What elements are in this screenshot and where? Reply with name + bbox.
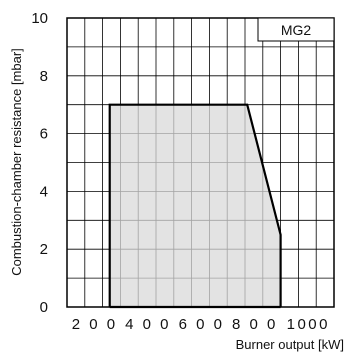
legend-box <box>257 17 335 42</box>
x-tick-label: 8 0 0 <box>232 316 278 333</box>
x-axis-label: Burner output [kW] <box>236 337 344 352</box>
y-tick-label: 8 <box>40 68 48 85</box>
x-tick-label: 1000 <box>287 316 330 333</box>
tick-labels: 2 0 0 4 0 0 6 0 0 8 0 0 1000 0 2 4 6 8 10 <box>31 10 330 333</box>
y-tick-label: 0 <box>40 299 48 316</box>
series-outline-0 <box>108 103 282 307</box>
x-tick-label: 6 0 0 <box>179 316 225 333</box>
y-axis-label: Combustion-chamber resistance [mbar] <box>9 48 24 276</box>
series-layer <box>108 103 282 309</box>
y-tick-label: 10 <box>31 10 48 27</box>
y-tick-label: 6 <box>40 126 48 143</box>
series-area-0 <box>109 104 281 307</box>
y-tick-label: 2 <box>40 241 48 258</box>
x-tick-label: 2 0 0 <box>72 316 118 333</box>
plot-frame <box>66 17 335 308</box>
legend-label: MG2 <box>281 22 312 38</box>
y-tick-label: 4 <box>40 183 48 200</box>
x-tick-label: 4 0 0 <box>125 316 171 333</box>
legend: MG2 <box>257 17 335 42</box>
